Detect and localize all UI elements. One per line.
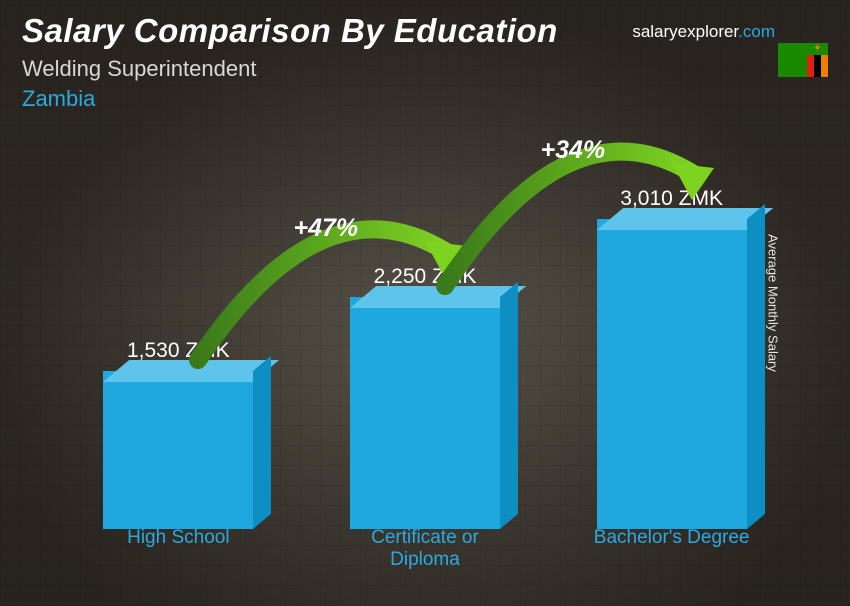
brand-name: salaryexplorer bbox=[632, 22, 738, 41]
chart-subtitle: Welding Superintendent bbox=[22, 56, 828, 82]
x-labels-container: High School Certificate or Diploma Bachelo… bbox=[55, 527, 795, 571]
brand-domain: .com bbox=[738, 22, 775, 41]
bar-chart: 1,530 ZMK 2,250 ZMK 3,010 ZMK bbox=[55, 110, 795, 571]
bar-side-face bbox=[253, 356, 271, 529]
bar-front-face bbox=[350, 297, 500, 529]
x-axis-label: High School bbox=[88, 527, 268, 571]
flag-stripe bbox=[821, 55, 828, 77]
jump-percent-label: +47% bbox=[294, 214, 359, 243]
bar: 3,010 ZMK bbox=[582, 187, 762, 529]
bar-front-face bbox=[597, 219, 747, 529]
chart-country: Zambia bbox=[22, 86, 828, 112]
flag-eagle-icon: ✦ bbox=[810, 44, 825, 54]
chart-overlay: Salary Comparison By Education Welding S… bbox=[0, 0, 850, 606]
bar-3d bbox=[350, 297, 500, 529]
bar-3d bbox=[597, 219, 747, 529]
bar: 1,530 ZMK bbox=[88, 339, 268, 529]
bar-side-face bbox=[500, 282, 518, 529]
bar-3d bbox=[103, 371, 253, 529]
flag-stripe bbox=[807, 55, 814, 77]
flag-stripes bbox=[807, 55, 828, 77]
bar-front-face bbox=[103, 371, 253, 529]
brand-watermark: salaryexplorer.com bbox=[632, 22, 775, 42]
bars-container: 1,530 ZMK 2,250 ZMK 3,010 ZMK bbox=[55, 110, 795, 529]
bar: 2,250 ZMK bbox=[335, 265, 515, 529]
x-axis-label: Certificate or Diploma bbox=[335, 527, 515, 571]
jump-percent-label: +34% bbox=[541, 136, 606, 165]
x-axis-label: Bachelor's Degree bbox=[582, 527, 762, 571]
bar-side-face bbox=[747, 204, 765, 529]
country-flag: ✦ bbox=[778, 43, 828, 77]
flag-stripe bbox=[814, 55, 821, 77]
